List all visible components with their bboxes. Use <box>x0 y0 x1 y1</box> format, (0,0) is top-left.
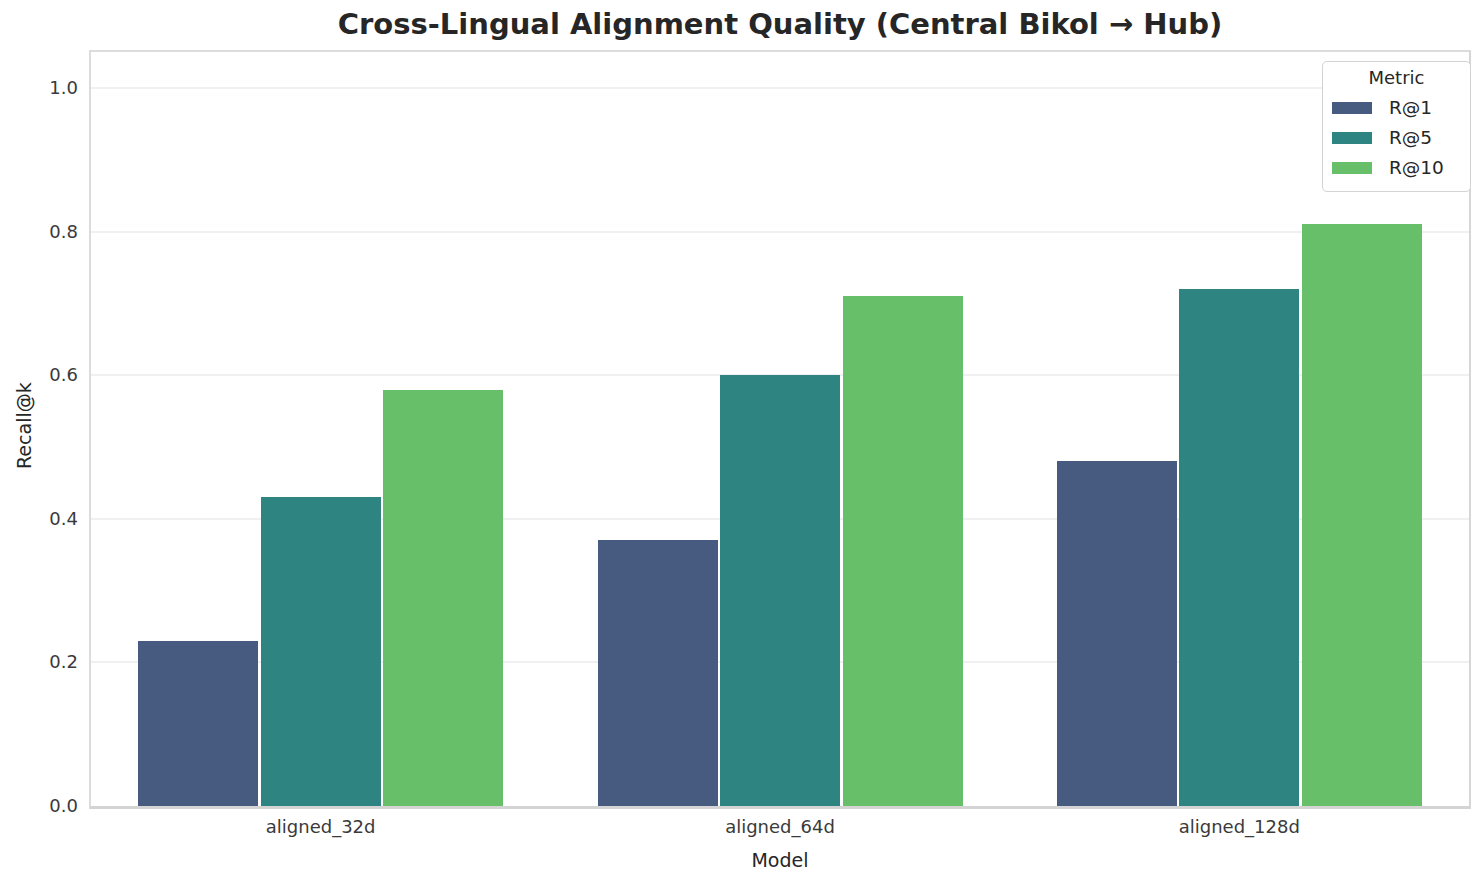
legend-item-label: R@10 <box>1389 157 1444 179</box>
x-tick-label: aligned_64d <box>725 816 835 837</box>
bar <box>598 540 718 806</box>
legend-item: R@5 <box>1323 123 1470 153</box>
legend-swatch <box>1332 162 1372 174</box>
legend-item: R@1 <box>1323 93 1470 123</box>
y-tick-label: 0.0 <box>0 795 78 817</box>
y-tick-label: 1.0 <box>0 77 78 99</box>
bar <box>720 375 840 806</box>
legend-item: R@10 <box>1323 153 1470 183</box>
legend-items: R@1 R@5 R@10 <box>1323 93 1470 183</box>
bar <box>261 497 381 806</box>
y-tick-label: 0.4 <box>0 508 78 530</box>
bar <box>138 641 258 806</box>
bar <box>1179 289 1299 806</box>
y-tick-label: 0.8 <box>0 221 78 243</box>
legend-item-label: R@1 <box>1389 97 1432 119</box>
bar <box>383 390 503 806</box>
gridline <box>91 87 1469 89</box>
y-axis-label: Recall@k <box>13 389 35 469</box>
x-tick-label: aligned_128d <box>1179 816 1300 837</box>
x-tick-label: aligned_32d <box>266 816 376 837</box>
legend-item-label: R@5 <box>1389 127 1432 149</box>
plot-area: Metric R@1 R@5 R@10 <box>89 50 1471 809</box>
bar <box>1057 461 1177 806</box>
legend: Metric R@1 R@5 R@10 <box>1322 61 1471 192</box>
x-axis-label: Model <box>91 849 1469 871</box>
legend-swatch <box>1332 132 1372 144</box>
legend-swatch <box>1332 102 1372 114</box>
chart-title: Cross-Lingual Alignment Quality (Central… <box>91 7 1469 41</box>
y-tick-label: 0.6 <box>0 364 78 386</box>
bar <box>843 296 963 806</box>
bar <box>1302 224 1422 806</box>
y-tick-label: 0.2 <box>0 651 78 673</box>
y-tick-labels: 0.0 0.2 0.4 0.6 0.8 1.0 <box>0 0 78 885</box>
gridline <box>91 231 1469 233</box>
figure: Cross-Lingual Alignment Quality (Central… <box>0 0 1484 885</box>
legend-title: Metric <box>1323 67 1470 89</box>
